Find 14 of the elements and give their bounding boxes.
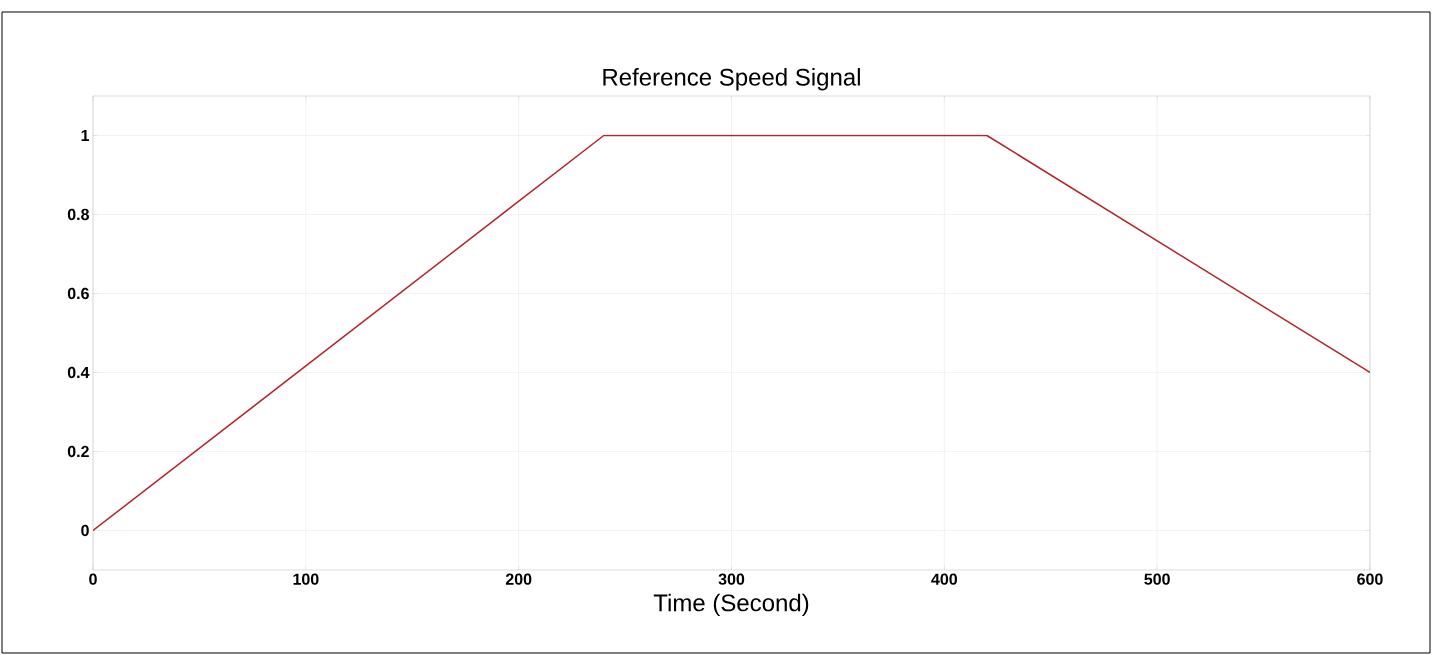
x-tick-label: 600 [1357, 573, 1383, 585]
y-tick-label: 0.2 [67, 445, 89, 458]
y-tick-label: 0.4 [67, 366, 90, 379]
y-tick-label: 0.8 [67, 208, 89, 221]
x-tick-label: 300 [718, 573, 745, 585]
chart-title: Reference Speed Signal [603, 68, 860, 91]
x-axis-title: Time (Second) [653, 593, 809, 617]
x-tick-label: 200 [505, 573, 532, 585]
y-tick-label: 0 [81, 524, 89, 537]
y-tick-label: 1 [81, 129, 90, 141]
y-tick-label: 0.6 [67, 287, 89, 300]
x-tick-label: 500 [1144, 573, 1170, 585]
x-tick-label: 400 [931, 573, 957, 585]
x-tick-label: 100 [293, 573, 319, 585]
